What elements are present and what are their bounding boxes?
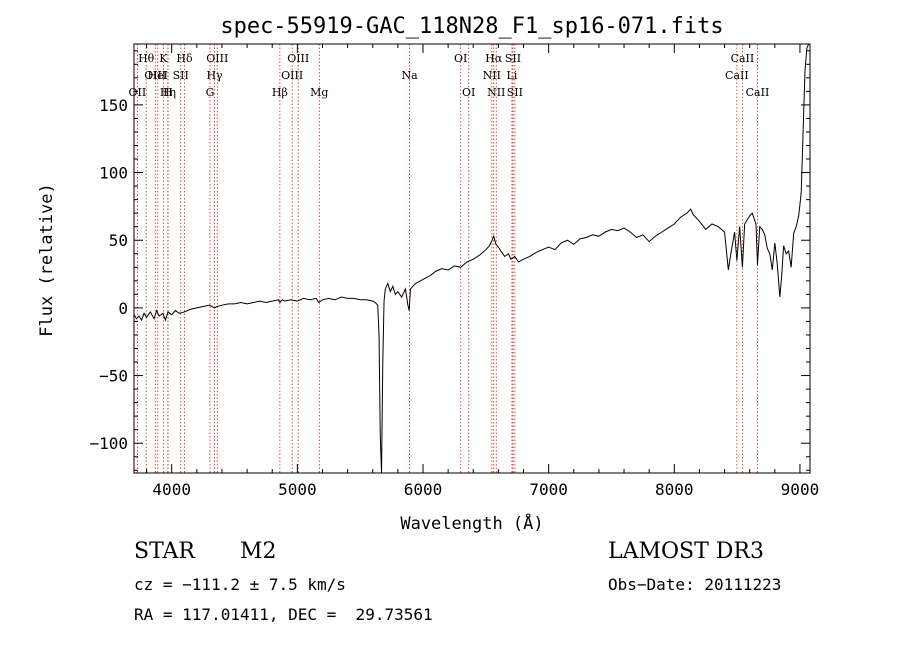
x-axis-ticks: 4000 5000 6000 7000 8000 9000 — [146, 44, 820, 499]
line-label-10: OIII — [206, 52, 228, 65]
y-tick-label-5: 150 — [99, 96, 128, 115]
y-tick-label-1: −50 — [99, 367, 128, 386]
observation-date: Obs−Date: 20111223 — [608, 575, 782, 594]
line-label-16: Na — [401, 69, 418, 82]
y-tick-label-4: 100 — [99, 164, 128, 183]
x-tick-label-4: 8000 — [655, 480, 694, 499]
line-label-13: OIII — [281, 69, 303, 82]
y-tick-label-0: −100 — [89, 434, 128, 453]
coordinates: RA = 117.01411, DEC = 29.73561 — [134, 605, 433, 624]
line-label-25: CaII — [725, 69, 749, 82]
x-tick-label-1: 5000 — [278, 480, 317, 499]
line-label-27: CaII — [746, 86, 770, 99]
y-axis-ticks: −100 −50 0 50 100 150 — [89, 50, 810, 471]
line-label-17: OI — [454, 52, 467, 65]
line-label-3: HeI — [148, 69, 168, 82]
survey-name: LAMOST DR3 — [608, 539, 764, 564]
line-label-5: Hη — [160, 86, 176, 99]
line-label-18: OI — [462, 86, 475, 99]
line-label-22: Li — [507, 69, 518, 82]
line-label-7: Hδ — [176, 52, 193, 65]
y-axis-label: Flux (relative) — [37, 183, 57, 337]
line-label-11: Hγ — [206, 69, 223, 82]
line-label-4: K — [159, 52, 168, 65]
line-label-9: G — [206, 86, 215, 99]
line-label-21: NII — [487, 86, 505, 99]
x-tick-label-2: 6000 — [404, 480, 443, 499]
line-label-23: SII — [505, 52, 521, 65]
y-tick-label-3: 50 — [109, 231, 128, 250]
x-tick-label-5: 9000 — [781, 480, 820, 499]
x-axis-label: Wavelength (Å) — [400, 512, 543, 534]
line-label-12: Hβ — [272, 86, 288, 99]
spectrum-series-line — [133, 43, 810, 474]
line-label-0: OII — [129, 86, 147, 99]
x-tick-label-3: 7000 — [529, 480, 568, 499]
line-label-6: SII — [173, 69, 189, 82]
plot-frame — [133, 43, 811, 474]
line-label-20: Hα — [485, 52, 503, 65]
object-subclass: M2 — [240, 539, 277, 564]
line-label-24: SII — [507, 86, 523, 99]
line-label-14: OIII — [287, 52, 309, 65]
line-label-19: NII — [483, 69, 501, 82]
object-class: STAR — [134, 539, 195, 564]
line-label-26: CaII — [731, 52, 755, 65]
line-label-15: Mg — [310, 86, 328, 99]
line-label-2: OIII — [144, 69, 166, 82]
spectral-line-markers — [136, 44, 758, 473]
line-label-1: Hθ — [138, 52, 155, 65]
line-label-8: H — [163, 86, 173, 99]
redshift-velocity: cz = −111.2 ± 7.5 km/s — [134, 575, 346, 594]
chart-title: spec-55919-GAC_118N28_F1_sp16-071.fits — [220, 14, 723, 39]
y-tick-label-2: 0 — [118, 299, 128, 318]
x-tick-label-0: 4000 — [152, 480, 191, 499]
